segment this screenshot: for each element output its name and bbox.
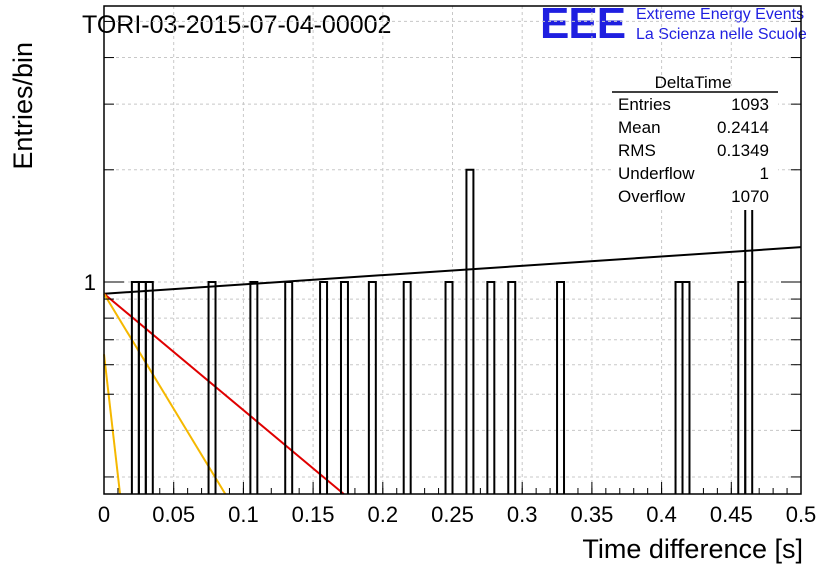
x-tick-label: 0.15 <box>292 502 335 527</box>
histogram-bar <box>737 281 747 494</box>
histogram-bar <box>486 281 496 494</box>
histogram-bar <box>444 281 454 494</box>
histogram-bar <box>681 281 691 494</box>
y-tick-labels: 1 <box>84 270 96 295</box>
fit-lines <box>103 246 802 495</box>
fit-line <box>103 292 345 495</box>
x-tick-label: 0.2 <box>368 502 399 527</box>
stats-rms-value: 0.1349 <box>717 141 769 160</box>
x-tick-labels: 0 0.05 0.1 0.15 0.2 0.25 0.3 0.35 0.4 0.45 0.5 <box>98 502 816 527</box>
x-tick-label: 0 <box>98 502 110 527</box>
brand-line-1: Extreme Energy Events <box>636 6 804 23</box>
x-tick-label: 0.5 <box>786 502 817 527</box>
stats-rms-label: RMS <box>618 141 656 160</box>
stats-entries-label: Entries <box>618 95 671 114</box>
histogram-bar <box>402 281 412 494</box>
eee-logo: EEE <box>540 0 625 48</box>
histogram-bar <box>339 281 349 494</box>
histogram-bar <box>144 281 154 494</box>
stats-underflow-value: 1 <box>760 164 769 183</box>
x-tick-label: 0.25 <box>431 502 474 527</box>
stats-box: DeltaTime Entries 1093 Mean 0.2414 RMS 0… <box>612 73 778 210</box>
x-tick-label: 0.35 <box>570 502 613 527</box>
chart-title: TORI-03-2015-07-04-00002 <box>82 11 391 39</box>
histogram-bar <box>465 168 475 494</box>
stats-overflow-value: 1070 <box>731 187 769 206</box>
stats-box-background <box>612 86 778 210</box>
x-axis-label: Time difference [s] <box>582 534 803 564</box>
histogram-bar <box>556 281 566 494</box>
x-tick-label: 0.3 <box>507 502 538 527</box>
stats-underflow-label: Underflow <box>618 164 695 183</box>
histogram-bar <box>137 281 147 494</box>
histogram-bar <box>507 281 517 494</box>
stats-mean-label: Mean <box>618 118 661 137</box>
fit-line <box>103 293 227 495</box>
stats-mean-value: 0.2414 <box>717 118 769 137</box>
histogram-bar <box>319 281 329 494</box>
fit-line <box>103 354 122 495</box>
brand-line-2: La Scienza nelle Scuole <box>636 26 807 43</box>
histogram-bar <box>367 281 377 494</box>
histogram-bar <box>207 281 217 494</box>
x-tick-label: 0.4 <box>646 502 677 527</box>
y-axis-label: Entries/bin <box>8 42 38 170</box>
y-tick-label: 1 <box>84 270 96 295</box>
histogram-bar <box>284 281 294 494</box>
histogram-bars <box>130 168 754 494</box>
x-tick-label: 0.1 <box>228 502 259 527</box>
x-tick-label: 0.05 <box>152 502 195 527</box>
stats-title: DeltaTime <box>655 73 732 92</box>
stats-entries-value: 1093 <box>731 95 769 114</box>
fit-line <box>103 246 802 295</box>
histogram-bar <box>130 281 140 494</box>
histogram-bar <box>674 281 684 494</box>
histogram-bar <box>744 168 754 494</box>
histogram-bar <box>249 281 259 494</box>
stats-overflow-label: Overflow <box>618 187 686 206</box>
x-tick-label: 0.45 <box>710 502 753 527</box>
axis-ticks <box>103 20 802 494</box>
